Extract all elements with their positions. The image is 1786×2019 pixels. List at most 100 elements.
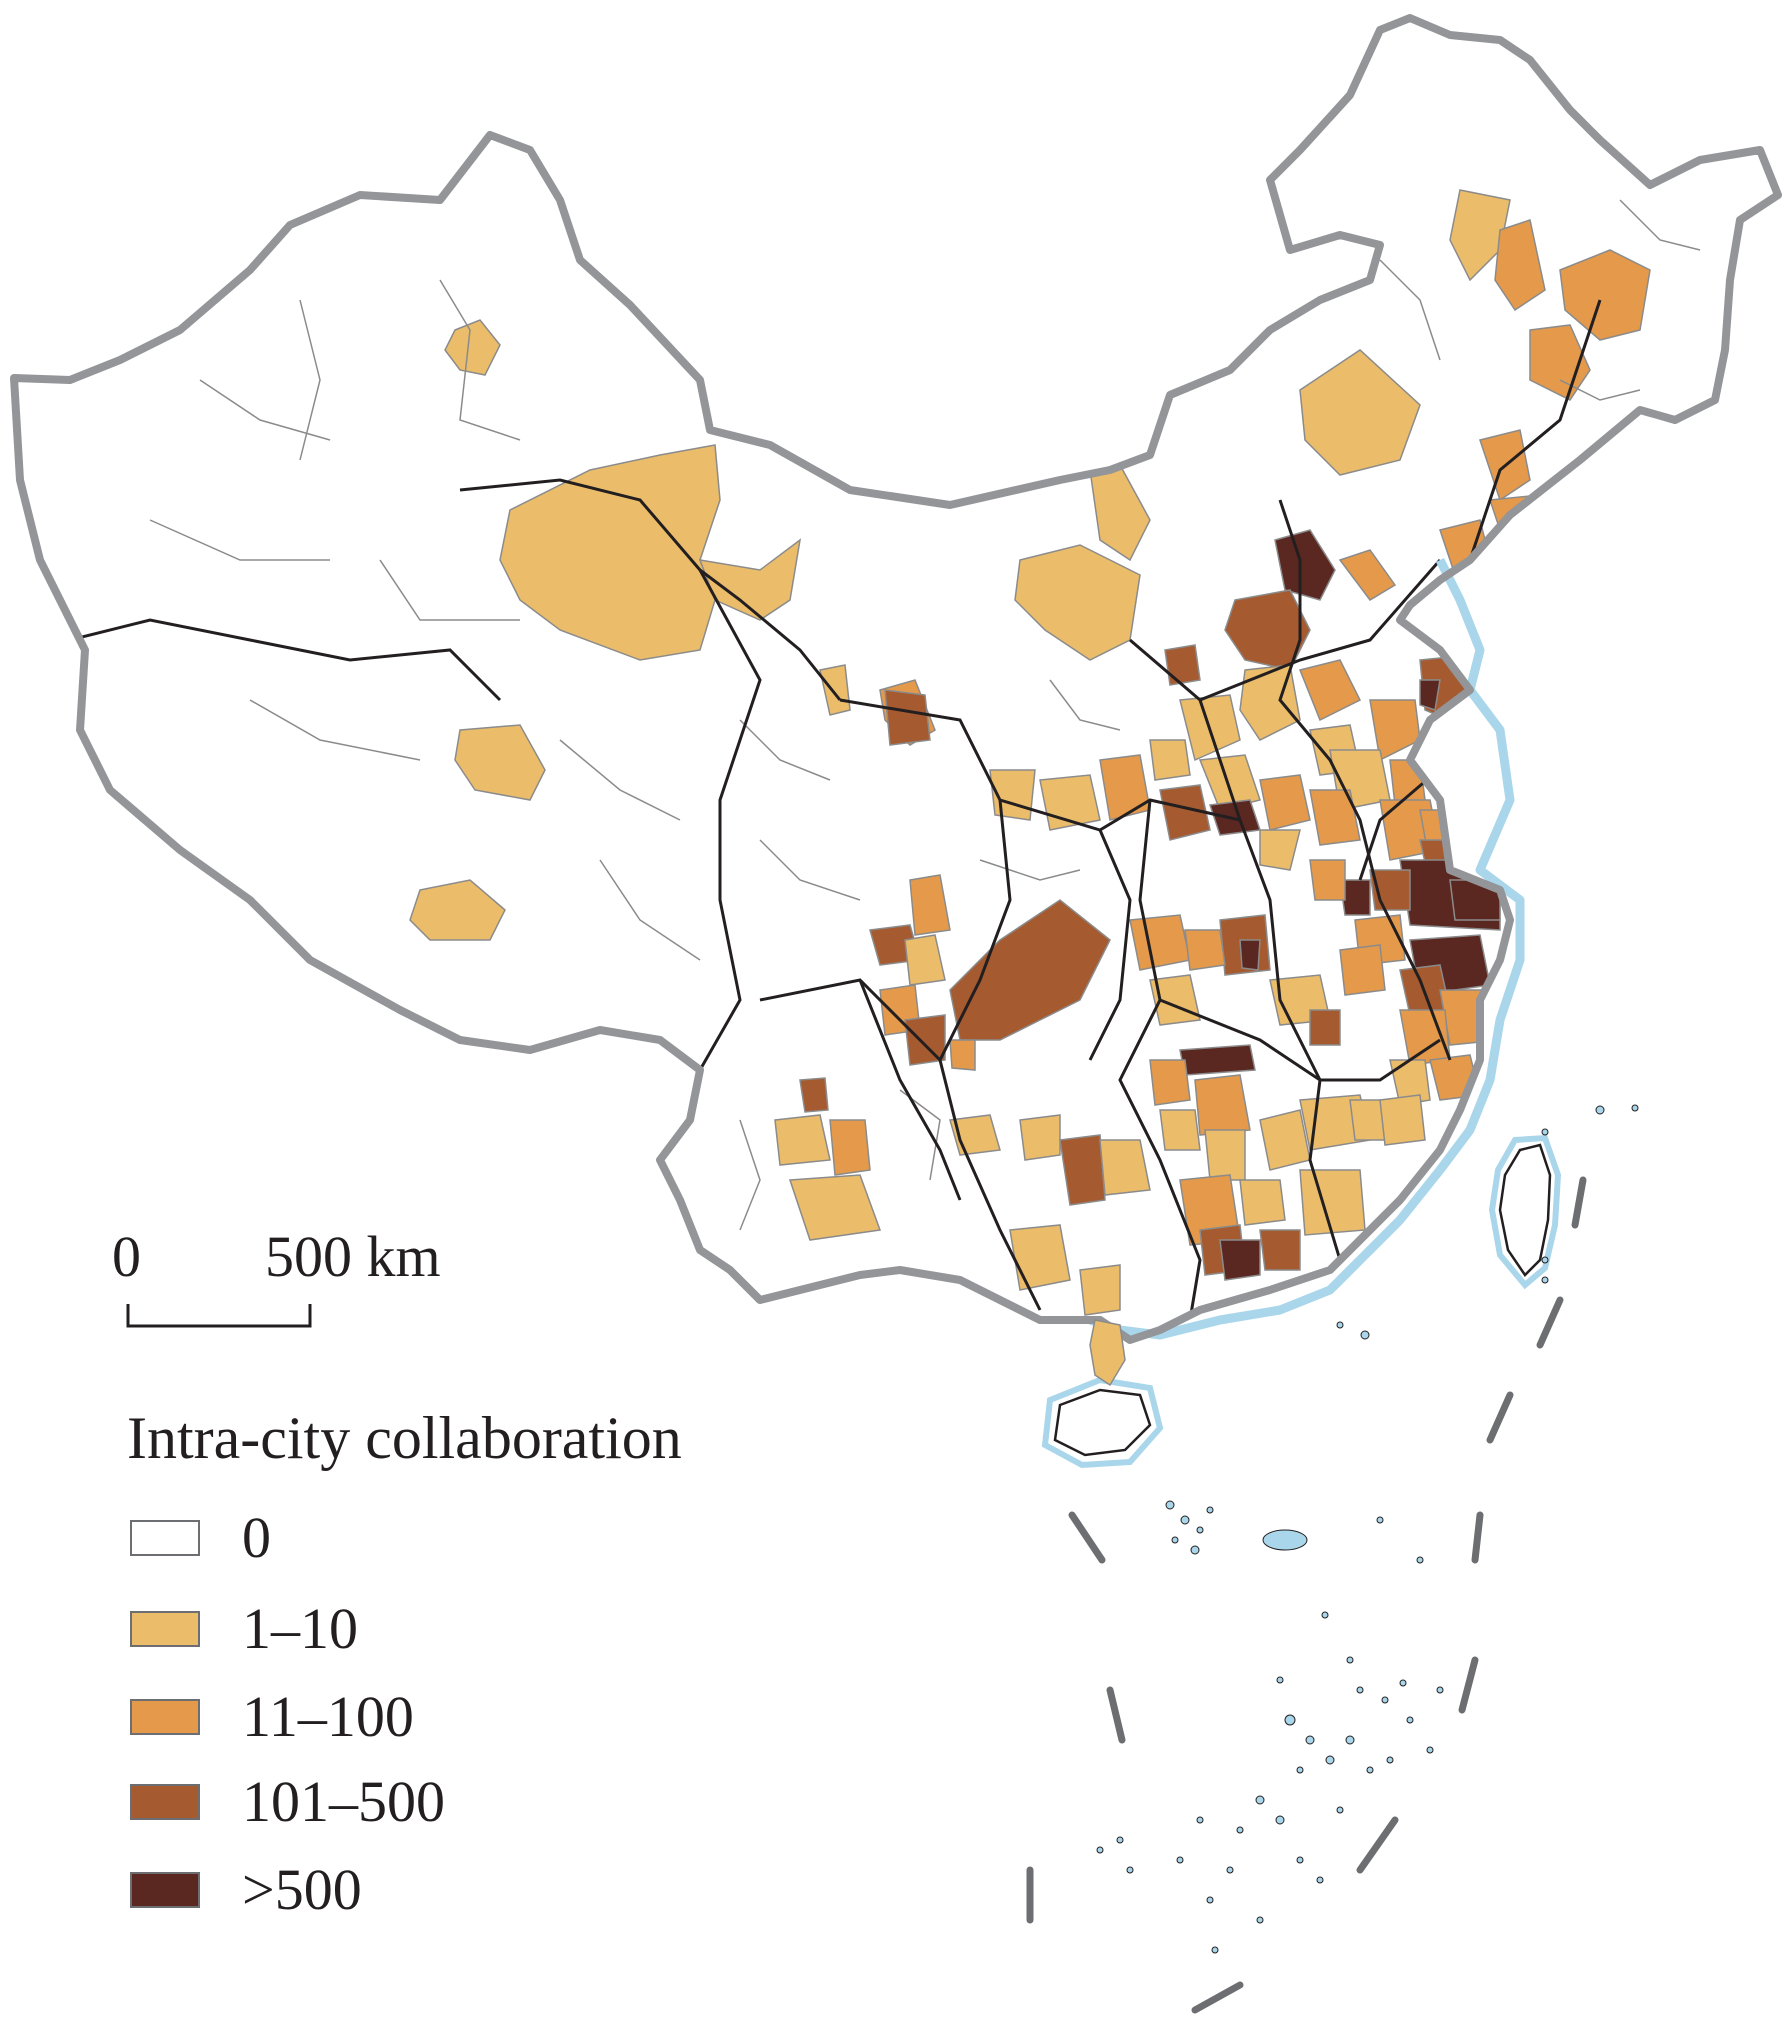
legend-swatch-101-500 — [130, 1784, 200, 1820]
city-region — [1009, 1224, 1071, 1291]
city-region — [1298, 659, 1362, 722]
city-boundary — [299, 299, 321, 461]
city-region — [1129, 914, 1191, 971]
legend-swatch-0 — [130, 1520, 200, 1556]
city-boundary — [759, 839, 861, 901]
city-region — [1149, 1059, 1191, 1106]
city-region — [1089, 464, 1151, 562]
city-boundary — [199, 379, 331, 441]
city-region — [884, 689, 931, 746]
city-region — [949, 1039, 976, 1071]
city-region — [1198, 754, 1261, 811]
hainan-island — [1053, 1388, 1152, 1457]
city-region — [1309, 789, 1361, 846]
city-boundary — [1379, 259, 1441, 361]
city-region — [1194, 1074, 1251, 1136]
city-region — [774, 1114, 831, 1166]
city-region — [1389, 1059, 1431, 1106]
city-region — [909, 874, 951, 936]
legend-item-11-100: 11–100 — [130, 1687, 414, 1747]
city-region — [1309, 1009, 1341, 1046]
city-region — [904, 934, 946, 986]
taiwan-halo — [1488, 1134, 1562, 1290]
city-boundary — [1619, 199, 1701, 251]
city-region — [1239, 664, 1301, 741]
city-region — [1204, 1129, 1246, 1181]
city-region — [1259, 774, 1311, 831]
city-region — [1079, 1264, 1121, 1316]
scale-bar-distance-label: 500 km — [265, 1224, 441, 1289]
legend-item-over-500: >500 — [130, 1860, 362, 1920]
city-region — [444, 319, 501, 376]
city-region — [1179, 1044, 1256, 1076]
city-region — [409, 879, 506, 941]
city-boundary — [739, 1119, 761, 1231]
city-region — [1164, 644, 1201, 686]
city-boundary — [439, 279, 521, 441]
city-boundary — [249, 699, 421, 761]
city-region — [1449, 189, 1511, 282]
south-china-sea-islands — [1096, 1104, 1639, 1954]
city-region — [1059, 1134, 1106, 1206]
city-region — [1419, 679, 1441, 711]
city-region — [1149, 739, 1191, 781]
city-region — [1379, 1094, 1426, 1146]
legend-swatch-11-100 — [130, 1699, 200, 1735]
city-region — [949, 899, 1111, 1041]
coastline-halo — [1088, 557, 1525, 1340]
city-region — [819, 664, 851, 716]
legend-item-0: 0 — [130, 1508, 271, 1568]
legend-label-11-100: 11–100 — [242, 1684, 414, 1749]
city-region — [799, 1077, 829, 1113]
city-region — [1338, 549, 1397, 601]
city-boundary — [979, 859, 1081, 881]
city-region — [1259, 829, 1301, 871]
legend-label-over-500: >500 — [242, 1857, 362, 1922]
city-region — [1019, 1114, 1061, 1161]
legend-label-1-10: 1–10 — [242, 1596, 358, 1661]
taiwan-island — [1498, 1143, 1552, 1277]
city-region — [1239, 1179, 1286, 1226]
city-region — [1299, 1169, 1366, 1236]
city-region — [1274, 529, 1336, 601]
city-boundary — [1559, 379, 1641, 401]
city-region — [1159, 1109, 1201, 1151]
legend-title: Intra-city collaboration — [127, 1405, 682, 1471]
city-boundary — [379, 559, 520, 621]
city-region — [904, 1014, 946, 1066]
scale-bar — [126, 1304, 312, 1328]
city-region — [1159, 784, 1211, 841]
city-region — [1219, 1239, 1261, 1281]
city-region — [788, 1174, 882, 1241]
legend-swatch-1-10 — [130, 1611, 200, 1647]
city-region — [1099, 754, 1151, 821]
scale-bar-zero-label: 0 — [112, 1224, 141, 1289]
city-region — [1259, 1109, 1311, 1171]
city-region — [829, 1119, 871, 1176]
city-boundary — [559, 739, 681, 821]
city-boundary — [739, 719, 831, 781]
city-region — [1259, 1229, 1301, 1271]
city-region — [499, 444, 721, 661]
city-region — [1014, 544, 1141, 661]
legend-swatch-over-500 — [130, 1872, 200, 1908]
city-region — [1559, 249, 1651, 341]
city-boundary — [899, 1089, 941, 1181]
city-region — [1529, 324, 1591, 401]
city-region — [1239, 939, 1261, 971]
city-region — [454, 724, 546, 801]
nine-dash-line — [1026, 1176, 1587, 2014]
leizhou-peninsula — [1089, 1319, 1126, 1387]
city-boundary — [149, 519, 330, 561]
legend-item-101-500: 101–500 — [130, 1772, 445, 1832]
legend-item-1-10: 1–10 — [130, 1599, 358, 1659]
city-region — [1184, 929, 1226, 971]
city-region — [1299, 349, 1421, 476]
city-region — [1224, 589, 1311, 671]
city-regions — [149, 189, 1701, 1316]
city-boundary — [599, 859, 701, 961]
city-region — [1494, 219, 1546, 312]
city-region — [1439, 989, 1501, 1046]
province-borders — [69, 299, 1602, 1321]
